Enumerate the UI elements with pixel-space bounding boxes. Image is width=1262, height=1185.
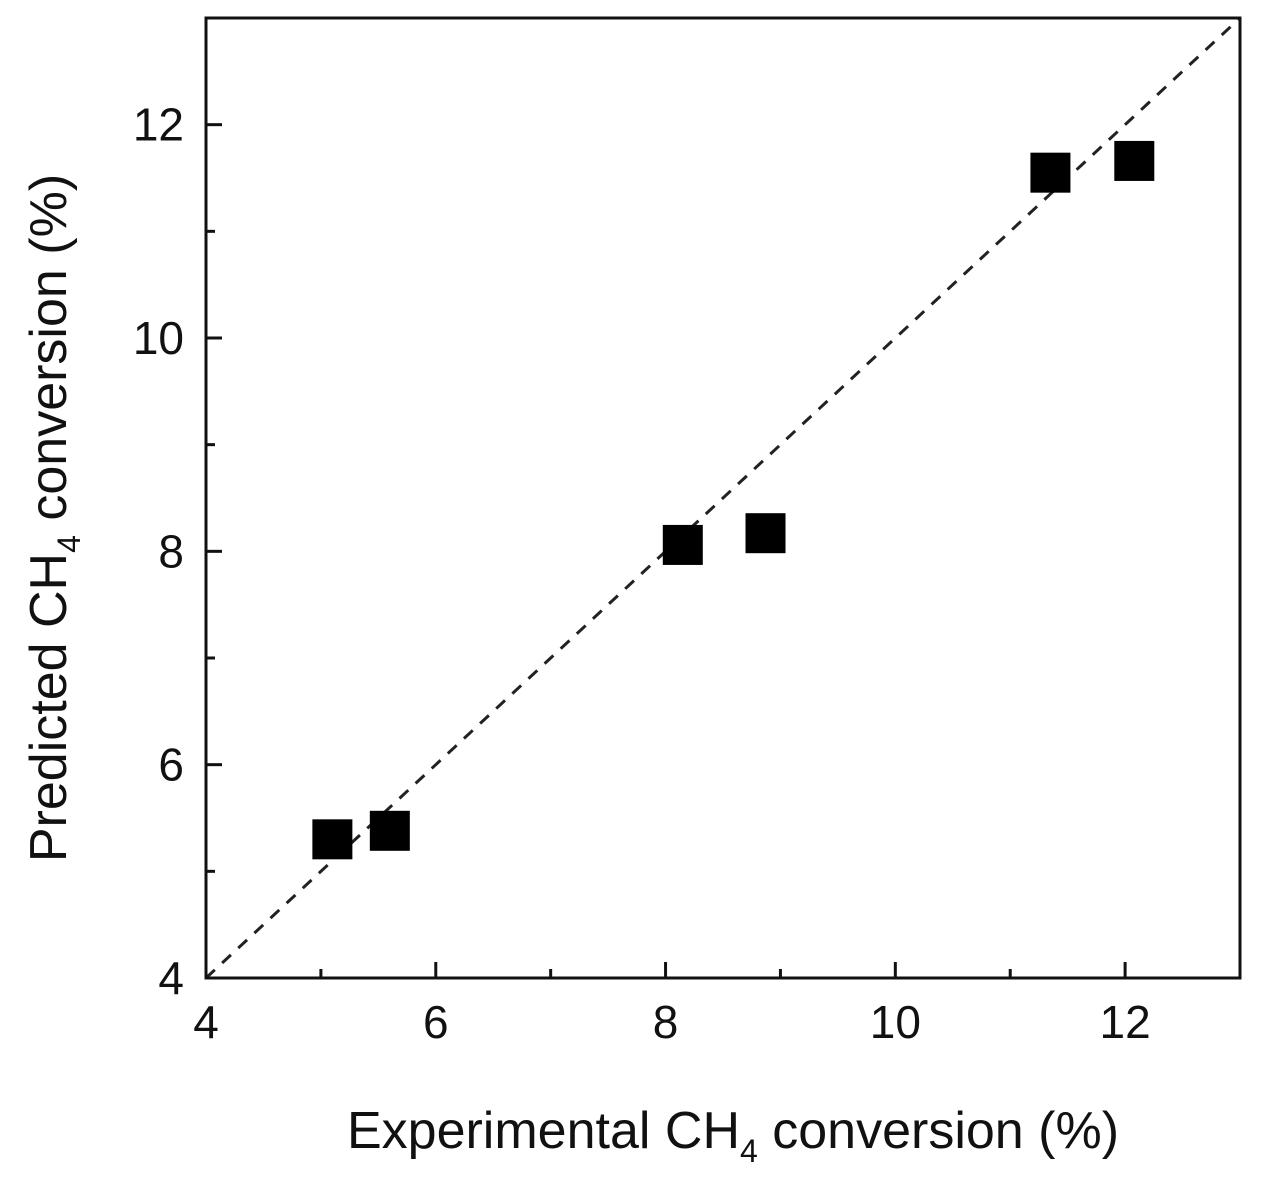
reference-line-y-equals-x xyxy=(204,16,1242,980)
y-axis-title: Predicted CH4 conversion (%) xyxy=(20,174,87,862)
data-point-marker xyxy=(662,524,703,565)
data-point-marker xyxy=(745,513,786,554)
data-point-marker xyxy=(1030,152,1071,193)
y-tick-label: 12 xyxy=(133,99,184,151)
x-tick-label: 4 xyxy=(193,996,219,1048)
x-axis-title: Experimental CH4 conversion (%) xyxy=(347,1102,1119,1169)
y-tick-label: 6 xyxy=(158,739,184,791)
y-tick-label: 4 xyxy=(158,952,184,1004)
plot-frame xyxy=(204,16,1242,980)
data-points xyxy=(312,140,1155,860)
x-tick-label: 8 xyxy=(653,996,679,1048)
data-point-marker xyxy=(369,810,410,851)
axis-ticks: 4 6 8 10 12 4 6 8 10 12 xyxy=(133,16,1242,1048)
y-tick-label: 8 xyxy=(158,525,184,577)
x-tick-label: 6 xyxy=(423,996,449,1048)
y-tick-label: 10 xyxy=(133,312,184,364)
data-point-marker xyxy=(1114,140,1155,181)
x-tick-label: 12 xyxy=(1100,996,1151,1048)
x-tick-label: 10 xyxy=(870,996,921,1048)
data-point-marker xyxy=(312,819,353,860)
reference-line-layer xyxy=(204,16,1242,980)
